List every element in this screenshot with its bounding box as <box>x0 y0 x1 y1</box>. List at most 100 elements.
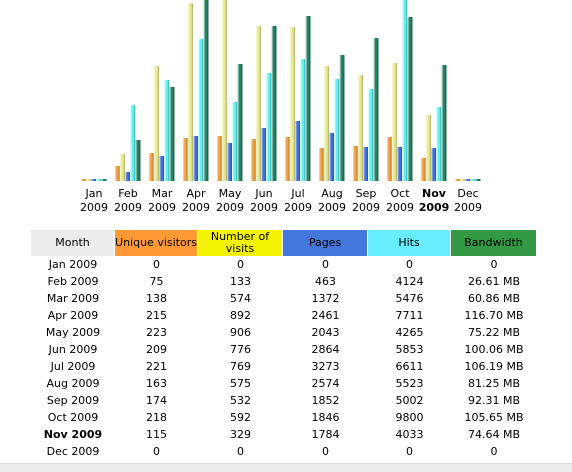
bar-shading <box>324 66 329 181</box>
bar-shading <box>125 172 130 181</box>
bar-shading <box>319 148 324 181</box>
bar-shading <box>183 138 188 181</box>
cell-unique-visitors: 115 <box>146 428 167 441</box>
bar-edge <box>367 147 368 181</box>
bar-edge <box>338 79 340 181</box>
cell-unique-visitors: 223 <box>146 326 167 339</box>
bar-shading <box>392 63 397 181</box>
cell-hits: 9800 <box>395 411 424 424</box>
bar-edge <box>231 143 232 181</box>
header-month: Month <box>31 230 115 256</box>
cell-bandwidth: 0 <box>490 258 498 271</box>
cell-visits: 133 <box>230 275 251 288</box>
table-body: Jan 2009 0 0 0 0 0 Feb 2009 75 133 463 4124 26.61 … <box>31 256 537 460</box>
bar-edge <box>479 179 481 181</box>
bar-shading <box>154 66 159 181</box>
bar-edge <box>259 26 261 181</box>
table-row: Dec 2009 0 0 0 0 0 <box>31 443 537 460</box>
bar-edge <box>395 63 397 181</box>
cell-pages: 1852 <box>311 394 340 407</box>
cell-month: Jul 2009 <box>50 360 96 373</box>
cell-bandwidth: 100.06 MB <box>464 343 524 356</box>
axis-label-year: 2009 <box>386 201 414 214</box>
bar-shading <box>470 179 476 181</box>
bar-shading <box>135 140 141 181</box>
bar-shading <box>475 179 481 181</box>
cell-unique-visitors: 0 <box>153 445 160 458</box>
cell-hits: 6611 <box>395 360 424 373</box>
bar-edge <box>356 146 358 181</box>
bar-edge <box>157 66 159 181</box>
bar-shading <box>271 26 277 181</box>
bar-shading <box>217 136 222 181</box>
cell-visits: 575 <box>230 377 251 390</box>
bar-edge <box>377 38 379 181</box>
cell-month: Dec 2009 <box>46 445 100 458</box>
bar-edge <box>207 0 209 181</box>
bar-shading <box>421 158 426 181</box>
bar-edge <box>254 139 256 181</box>
axis-label-year: 2009 <box>182 201 210 214</box>
table-header-row: Month Unique visitors Number of visits P… <box>31 230 537 256</box>
cell-month: Mar 2009 <box>46 292 100 305</box>
bar-shading <box>227 143 232 181</box>
cell-pages: 2043 <box>311 326 340 339</box>
cell-hits: 0 <box>406 258 413 271</box>
table-row: Sep 2009 174 532 1852 5002 92.31 MB <box>31 392 537 409</box>
bar-edge <box>265 128 266 181</box>
bar-edge <box>474 179 476 181</box>
bar-edge <box>129 172 130 181</box>
bar-edge <box>429 115 431 181</box>
bar-shading <box>193 136 198 181</box>
bar-edge <box>361 75 363 181</box>
axis-label-month: Oct <box>390 187 410 200</box>
bar-edge <box>168 80 170 181</box>
bar-shading <box>237 64 243 181</box>
bar-edge <box>304 59 306 181</box>
cell-visits: 906 <box>230 326 251 339</box>
cell-unique-visitors: 215 <box>146 309 167 322</box>
bar-edge <box>95 179 96 181</box>
cell-pages: 1372 <box>311 292 340 305</box>
bar-shading <box>460 179 465 181</box>
table-row: Jan 2009 0 0 0 0 0 <box>31 256 537 273</box>
axis-label-year: 2009 <box>352 201 380 214</box>
bar-edge <box>469 179 470 181</box>
bar-edge <box>424 158 426 181</box>
cell-month: Nov 2009 <box>43 428 103 441</box>
cell-month: Oct 2009 <box>47 411 99 424</box>
bar-shading <box>426 115 431 181</box>
axis-label-month: Aug <box>321 187 342 200</box>
bar-edge <box>270 73 272 181</box>
bar-shading <box>358 75 363 181</box>
bar-shading <box>159 156 164 181</box>
cell-bandwidth: 81.25 MB <box>467 377 521 390</box>
bar-shading <box>149 153 154 181</box>
header-pages: Pages <box>283 230 368 256</box>
bar-edge <box>225 0 227 181</box>
bar-edge <box>343 55 345 181</box>
cell-month: Jan 2009 <box>48 258 98 271</box>
cell-visits: 0 <box>237 258 244 271</box>
cell-unique-visitors: 218 <box>146 411 167 424</box>
cell-visits: 592 <box>230 411 251 424</box>
bar-shading <box>198 39 204 181</box>
table-row: Mar 2009 138 574 1372 5476 60.86 MB <box>31 290 537 307</box>
bar-shading <box>285 137 290 181</box>
cell-hits: 5002 <box>395 394 424 407</box>
bar-shading <box>290 27 295 181</box>
bar-edge <box>139 140 141 181</box>
bar-edge <box>197 136 198 181</box>
axis-label-month: Nov <box>422 187 447 200</box>
bar-edge <box>440 107 442 181</box>
bar-edge <box>163 156 164 181</box>
axis-label-month: Sep <box>356 187 377 200</box>
bar-edge <box>173 87 175 181</box>
bar-edge <box>84 179 86 181</box>
bar-shading <box>130 105 136 181</box>
bar-shading <box>407 17 413 181</box>
cell-unique-visitors: 163 <box>146 377 167 390</box>
cell-bandwidth: 74.64 MB <box>467 428 521 441</box>
bar-edge <box>89 179 91 181</box>
table-row: Jun 2009 209 776 2864 5853 100.06 MB <box>31 341 537 358</box>
